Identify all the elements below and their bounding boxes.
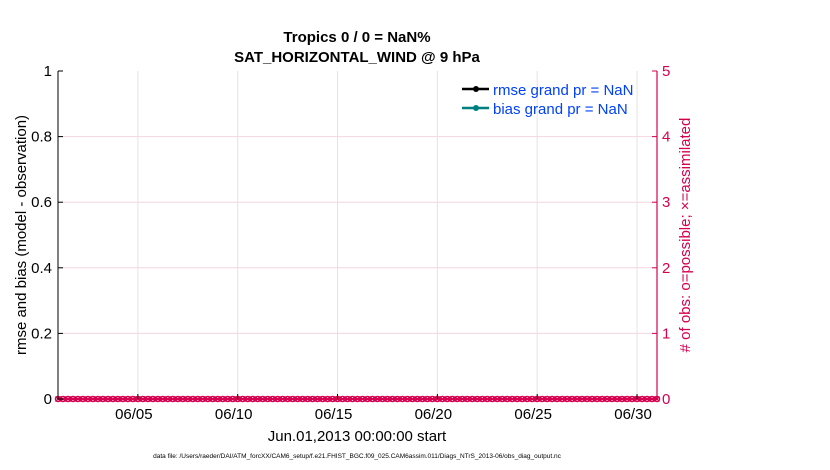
obs-count-markers [54,395,661,403]
legend-bias-marker [473,105,479,111]
x-axis-label: Jun.01,2013 00:00:00 start [268,428,447,445]
y-tick-label-left: 0.2 [31,325,52,342]
x-tick-label: 06/15 [315,406,353,423]
y-tick-label-left: 0.4 [31,260,52,277]
y-tick-label-right: 5 [662,63,670,80]
y-axis-label-left: rmse and bias (model - observation) [13,115,30,355]
grid [58,71,657,399]
y-tick-label-left: 1 [44,63,52,80]
x-tick-label: 06/25 [514,406,552,423]
legend: rmse grand pr = NaN bias grand pr = NaN [462,82,633,118]
y-tick-label-right: 3 [662,194,670,211]
chart-title-line1: Tropics 0 / 0 = NaN% [283,29,430,46]
x-tick-label: 06/20 [415,406,453,423]
legend-rmse-marker [473,86,479,92]
legend-rmse-label: rmse grand pr = NaN [493,82,633,99]
y-tick-label-right: 0 [662,391,670,408]
y-tick-label-left: 0 [44,391,52,408]
legend-bias-label: bias grand pr = NaN [493,101,628,118]
x-tick-label: 06/05 [115,406,153,423]
chart-title-line2: SAT_HORIZONTAL_WIND @ 9 hPa [234,49,480,66]
x-tick-label: 06/10 [215,406,253,423]
x-tick-label: 06/30 [614,406,652,423]
y-axis-label-right: # of obs: o=possible; ×=assimilated [677,118,694,353]
y-tick-label-left: 0.6 [31,194,52,211]
data-file-footer: data file: /Users/raeder/DAI/ATM_forcXX/… [153,453,562,460]
y-tick-label-right: 1 [662,325,670,342]
y-tick-label-right: 4 [662,129,670,146]
y-tick-label-right: 2 [662,260,670,277]
plot-area [58,71,657,399]
y-tick-label-left: 0.8 [31,129,52,146]
